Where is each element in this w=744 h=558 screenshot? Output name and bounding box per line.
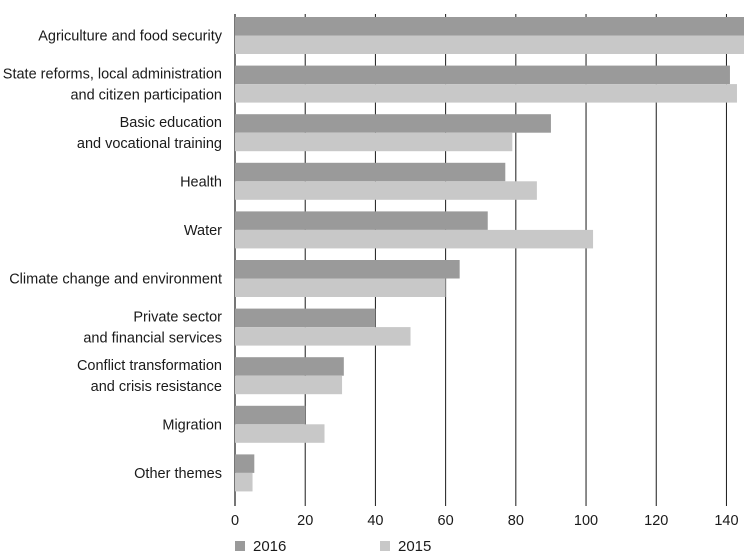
legend-label-2015: 2015	[398, 538, 431, 555]
category-label-9: Other themes	[134, 466, 222, 482]
category-label-line: Other themes	[134, 466, 222, 482]
tick-label-80: 80	[508, 513, 524, 529]
category-label-line: and citizen participation	[70, 88, 222, 104]
bar-2016-6	[235, 308, 376, 328]
bars	[235, 17, 744, 492]
bar-2015-0	[235, 35, 744, 54]
category-label-0: Agriculture and food security	[38, 29, 223, 45]
tick-label-120: 120	[644, 513, 668, 529]
category-label-line: Water	[184, 223, 222, 239]
bar-2016-3	[235, 162, 506, 182]
tick-label-20: 20	[297, 513, 313, 529]
bar-2016-2	[235, 114, 551, 133]
category-label-line: State reforms, local administration	[3, 67, 222, 83]
bar-2016-0	[235, 17, 744, 36]
legend: 2016 2015	[235, 538, 431, 555]
bar-2015-5	[235, 278, 446, 297]
tick-label-40: 40	[367, 513, 383, 529]
category-label-6: Private sector and financial services	[83, 310, 222, 347]
bar-2015-6	[235, 327, 411, 346]
category-label-line: Private sector	[133, 310, 222, 326]
bar-2015-2	[235, 132, 513, 152]
category-label-2: Basic education and vocational training	[77, 115, 222, 152]
legend-swatch-2016	[235, 541, 245, 551]
category-labels: Agriculture and food security State refor…	[3, 29, 223, 482]
category-label-4: Water	[184, 223, 222, 239]
category-label-line: Health	[180, 174, 222, 190]
category-label-1: State reforms, local administration and c…	[3, 67, 222, 104]
bar-2016-1	[235, 65, 730, 85]
category-label-line: and crisis resistance	[91, 379, 222, 395]
category-label-line: Climate change and environment	[9, 272, 222, 288]
tick-label-0: 0	[231, 513, 239, 529]
bar-2015-1	[235, 84, 737, 103]
category-label-8: Migration	[162, 417, 222, 433]
category-label-line: and vocational training	[77, 136, 222, 152]
bar-2016-7	[235, 357, 344, 376]
category-label-line: Conflict transformation	[77, 358, 222, 374]
category-label-5: Climate change and environment	[9, 272, 222, 288]
category-label-line: Migration	[162, 417, 222, 433]
bar-2016-4	[235, 211, 488, 230]
category-label-3: Health	[180, 174, 222, 190]
bar-2016-8	[235, 405, 306, 425]
category-label-line: and financial services	[83, 331, 222, 347]
bar-2015-3	[235, 181, 537, 200]
tick-label-100: 100	[574, 513, 598, 529]
bar-2015-4	[235, 229, 594, 249]
bar-2015-8	[235, 424, 325, 443]
tick-label-140: 140	[714, 513, 738, 529]
category-label-line: Basic education	[120, 115, 222, 131]
legend-swatch-2015	[380, 541, 390, 551]
x-axis: 0 20 40 60 80 100 120 140	[231, 500, 739, 529]
bar-2015-7	[235, 375, 343, 395]
category-label-7: Conflict transformation and crisis resist…	[77, 358, 222, 395]
bar-2015-9	[235, 472, 253, 492]
tick-label-60: 60	[438, 513, 454, 529]
legend-label-2016: 2016	[253, 538, 286, 555]
bar-2016-9	[235, 454, 255, 473]
category-label-line: Agriculture and food security	[38, 29, 223, 45]
bar-2016-5	[235, 260, 460, 279]
